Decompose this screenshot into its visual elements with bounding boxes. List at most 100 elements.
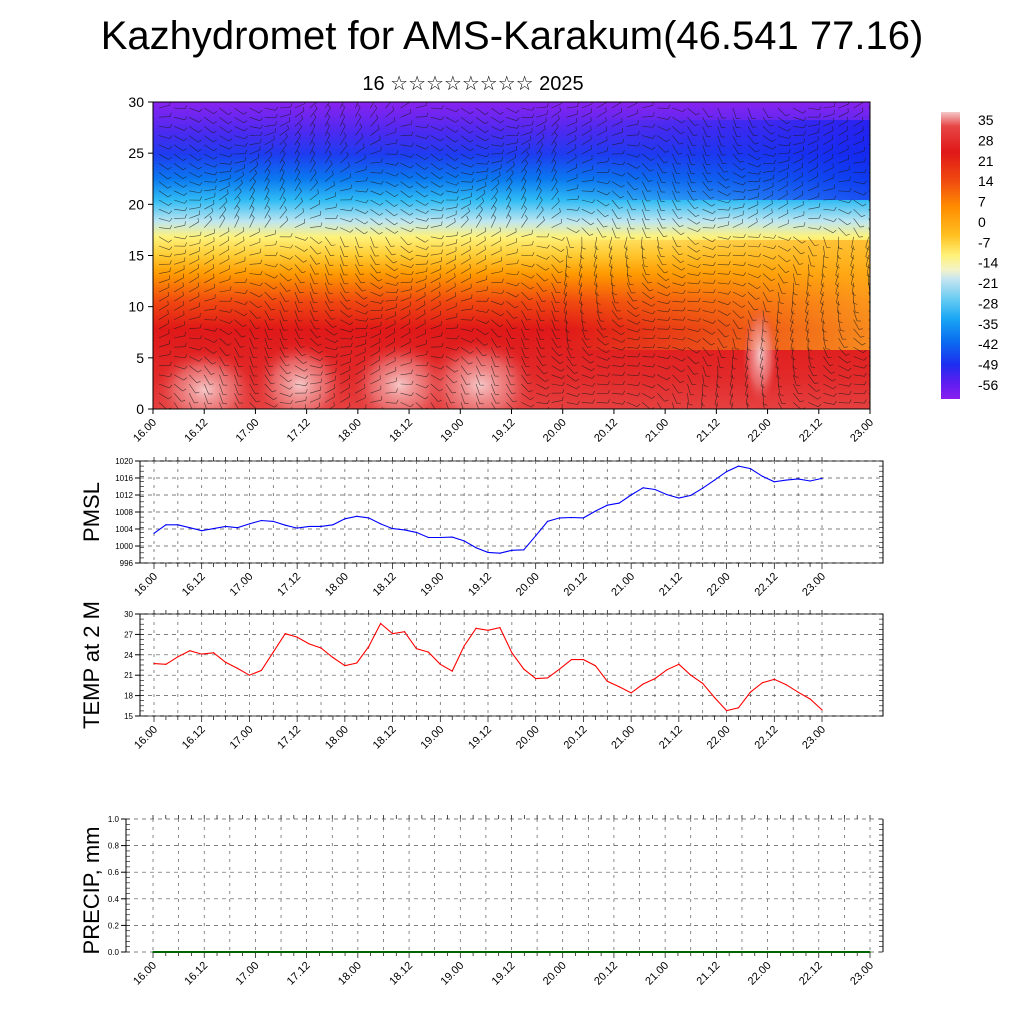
wind-barb (370, 378, 381, 385)
wind-barb-flag (326, 122, 330, 126)
heatmap-x-tick-label: 19.12 (490, 417, 518, 445)
wind-barb-flag (213, 121, 217, 124)
wind-barb (174, 116, 185, 121)
wind-barb-flag (516, 138, 519, 143)
wind-barb (657, 199, 662, 211)
wind-barb-flag (682, 108, 686, 113)
wind-barb (626, 319, 638, 325)
wind-barb-flag (590, 360, 595, 364)
wind-barb (566, 402, 578, 405)
wind-barb (657, 328, 669, 330)
wind-barb (294, 365, 305, 372)
wind-barb-flag (527, 308, 532, 311)
wind-barb (204, 126, 214, 134)
wind-barb-flag (712, 238, 716, 243)
wind-barb-flag (318, 350, 323, 354)
wind-barb (173, 393, 182, 402)
wind-barb (581, 328, 586, 340)
wind-barb (672, 264, 682, 271)
wind-barb (760, 337, 764, 349)
wind-barb-flag (260, 124, 263, 129)
wind-barb-flag (326, 131, 330, 136)
wind-barb (355, 397, 366, 403)
wind-barb-flag (712, 210, 716, 214)
wind-barb (641, 209, 646, 220)
wind-barb (400, 392, 412, 396)
wind-barb-flag (726, 185, 731, 189)
wind-barb-flag (228, 130, 232, 133)
wind-barb-flag (682, 274, 686, 279)
wind-barb (264, 146, 274, 155)
wind-barb-flag (184, 342, 187, 347)
wind-barb (219, 162, 231, 165)
wind-barb (400, 218, 411, 224)
wind-barb (158, 227, 170, 230)
wind-barb (506, 157, 516, 164)
wind-barb (702, 190, 711, 199)
wind-barb-flag (456, 231, 459, 236)
wind-barb-flag (744, 375, 749, 379)
wind-barb (761, 328, 764, 340)
wind-barb (460, 374, 467, 385)
wind-barb-flag (315, 328, 320, 330)
wind-barb-flag (568, 348, 574, 350)
wind-barb-flag (572, 364, 577, 366)
wind-barb-flag (268, 159, 272, 164)
wind-barb-flag (713, 262, 716, 266)
wind-barb-flag (729, 403, 734, 407)
wind-barb-flag (260, 131, 263, 136)
wind-barb-flag (678, 391, 683, 394)
warm-core (352, 343, 448, 409)
wind-barb (460, 240, 471, 247)
heatmap-x-tick-label: 17.00 (234, 417, 262, 445)
wind-barb (642, 365, 654, 368)
wind-barb-flag (198, 166, 202, 170)
wind-barb-flag (381, 169, 384, 174)
wind-barb (717, 356, 720, 368)
wind-barb (823, 392, 834, 397)
wind-barb (566, 130, 577, 136)
wind-barb (234, 230, 245, 238)
wind-barb-flag (183, 184, 187, 188)
wind-barb-flag (426, 217, 429, 222)
wind-barb-flag (274, 275, 278, 279)
wind-barb-flag (288, 267, 293, 271)
wind-barb-flag (742, 293, 746, 298)
wind-barb-flag (425, 202, 429, 206)
wind-barb (853, 190, 864, 196)
wind-barb-flag (763, 403, 768, 406)
wind-barb-flag (315, 178, 318, 183)
wind-barb (370, 108, 378, 118)
temp-data-point (618, 686, 620, 688)
wind-barb (566, 167, 577, 173)
wind-barb (536, 392, 548, 397)
wind-barb (189, 126, 199, 133)
wind-barb (400, 172, 411, 179)
wind-barb (731, 356, 734, 368)
wind-barb-flag (320, 222, 323, 227)
wind-barb (566, 347, 572, 358)
wind-barb-flag (788, 141, 792, 146)
wind-barb (264, 301, 272, 311)
wind-barb-flag (530, 135, 532, 140)
wind-barb (385, 370, 396, 376)
wind-barb-flag (562, 382, 565, 386)
pmsl-y-tick-label: 1020 (115, 457, 133, 466)
wind-barb-flag (543, 290, 548, 292)
wind-barb-flag (244, 128, 248, 132)
wind-barb-flag (343, 132, 347, 136)
wind-barb (808, 124, 820, 127)
wind-barb (279, 319, 284, 331)
heatmap-x-tick-label: 20.12 (592, 417, 620, 445)
wind-barb (672, 135, 680, 145)
wind-barb (551, 291, 556, 303)
wind-barb-flag (852, 293, 856, 296)
wind-barb-flag (426, 260, 429, 265)
wind-barb (355, 291, 364, 300)
wind-barb (249, 126, 261, 129)
wind-barb (219, 193, 229, 201)
wind-barb (702, 236, 713, 243)
wind-barb (702, 172, 709, 183)
wind-barb-flag (492, 214, 496, 218)
wind-barb (309, 134, 315, 145)
